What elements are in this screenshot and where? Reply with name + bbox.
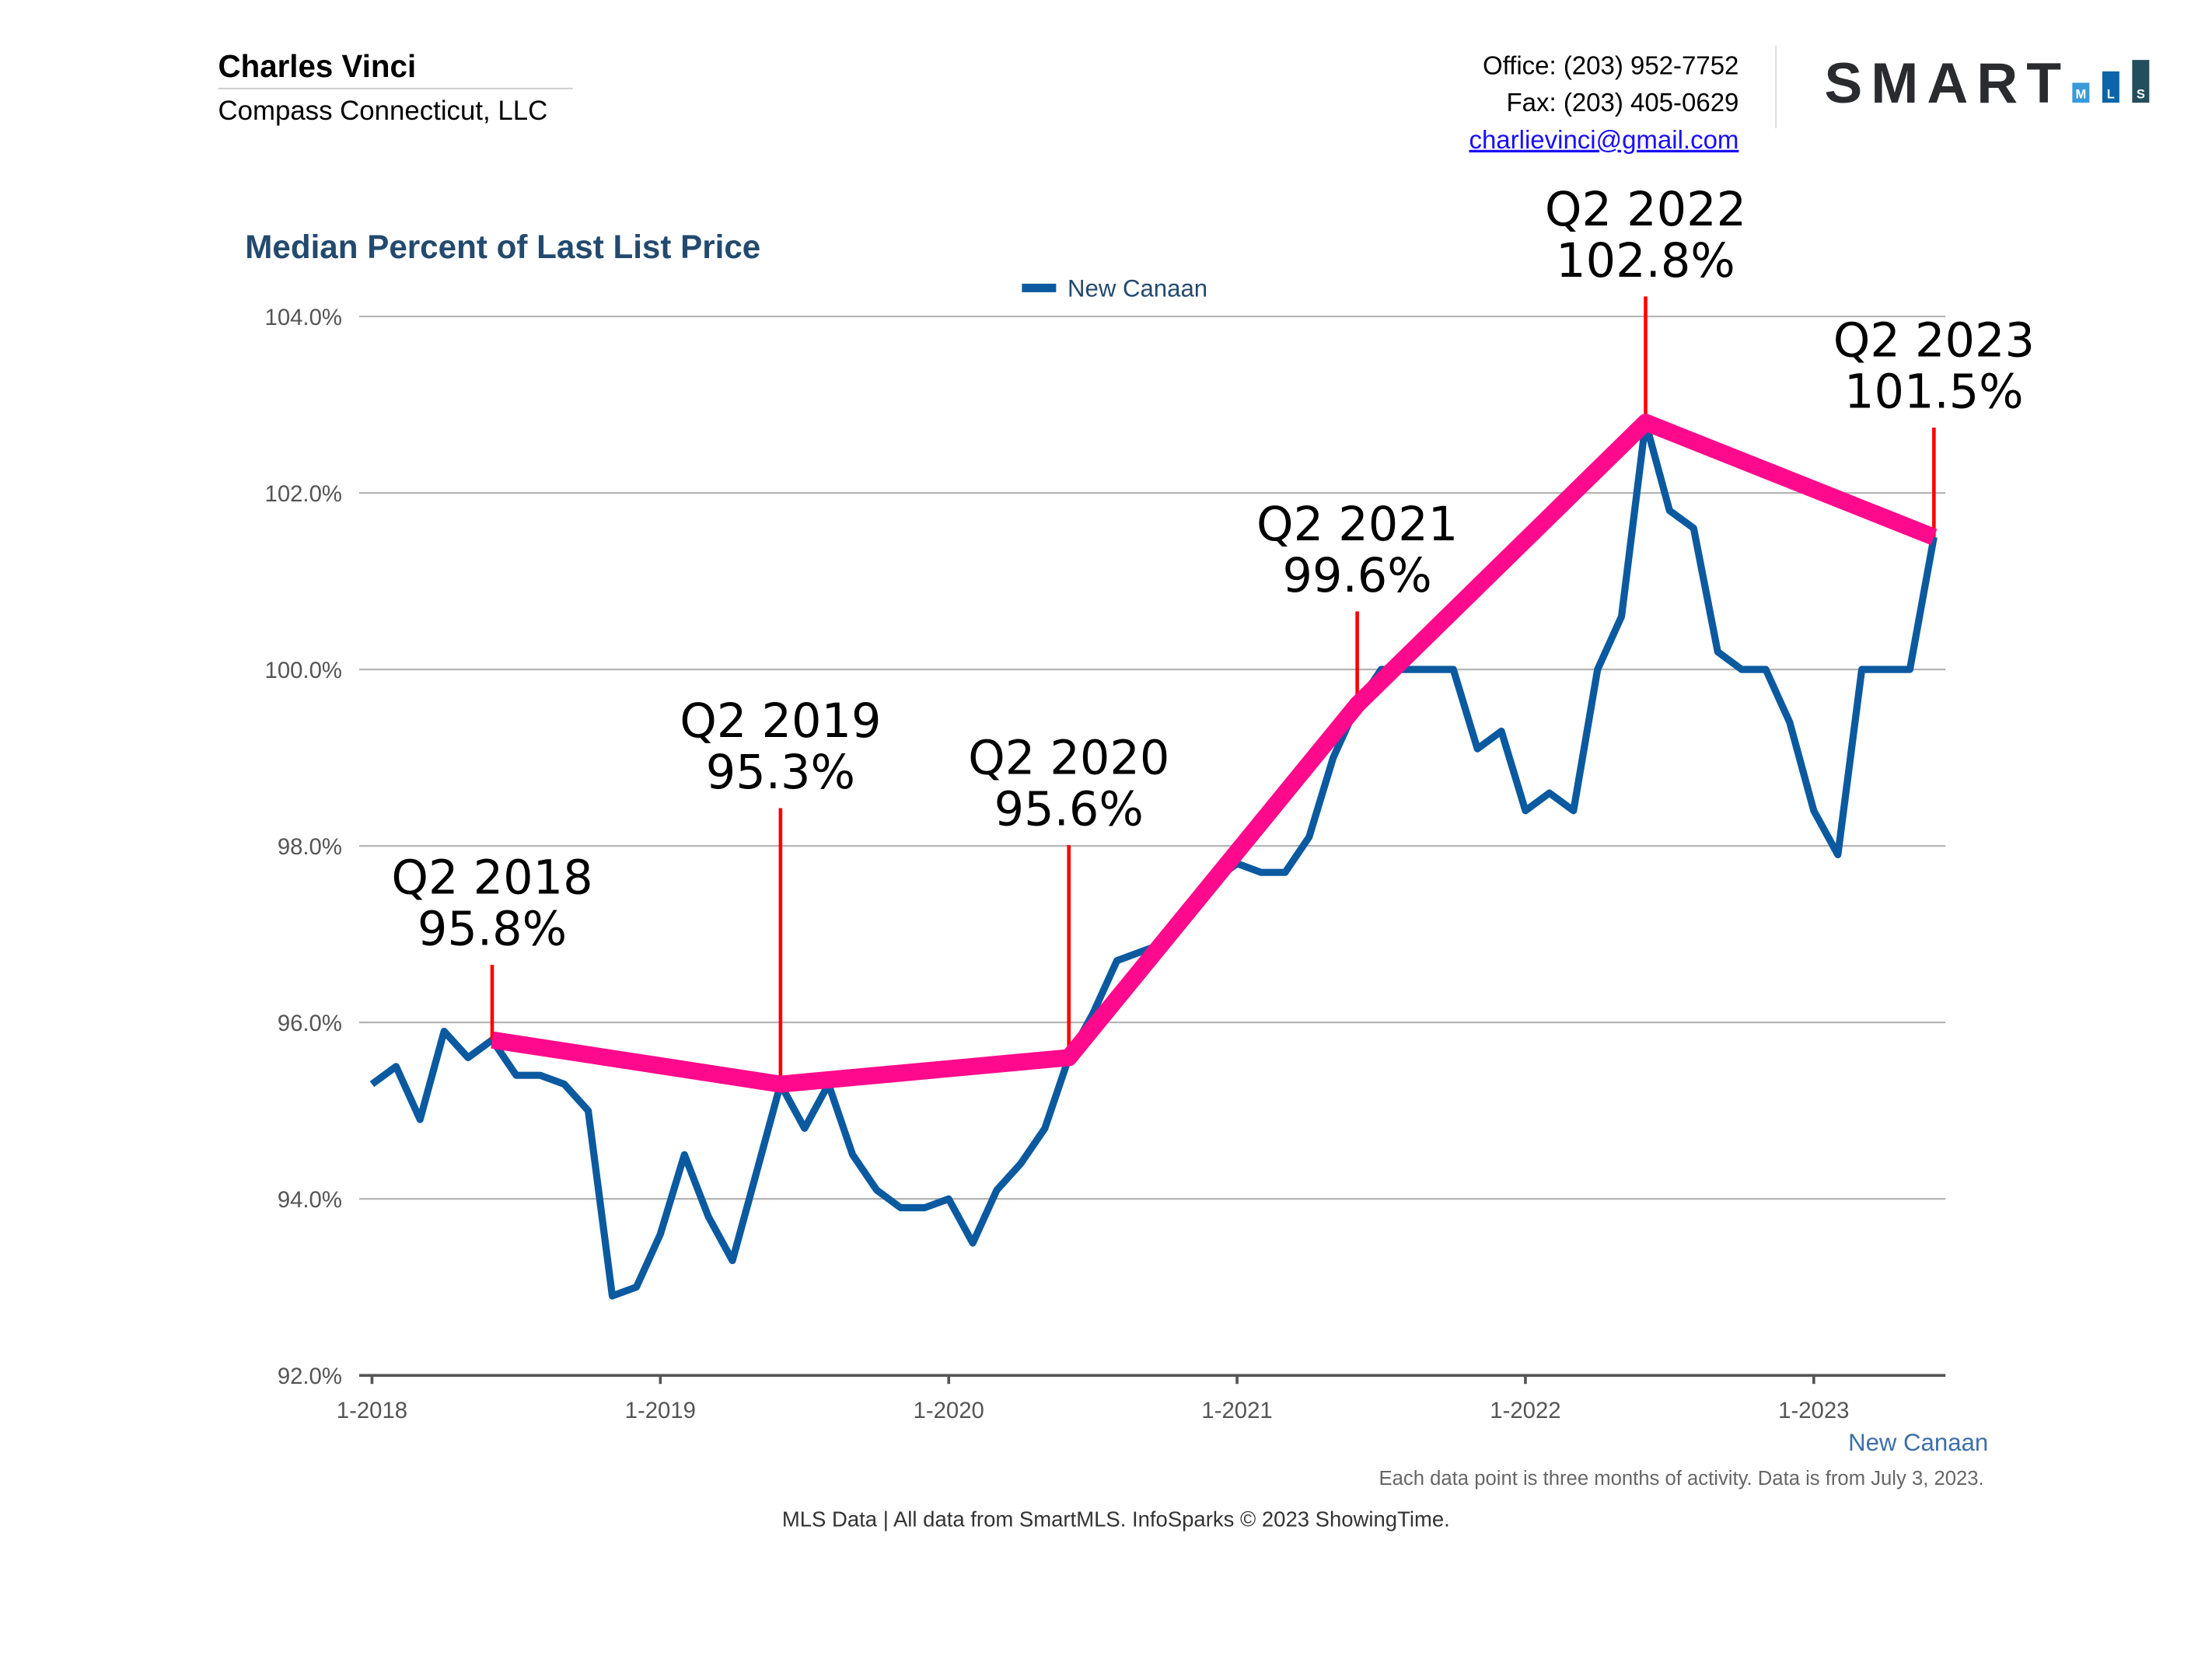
grid	[358, 315, 1946, 1377]
y-tick-label: 100.0%	[265, 658, 342, 683]
y-tick-label: 98.0%	[278, 834, 342, 860]
logo-block	[2102, 71, 2119, 103]
chart-title: Median Percent of Last List Price	[245, 229, 760, 265]
series-new-canaan	[369, 418, 1938, 1300]
x-tick-label: 1-2018	[337, 1398, 407, 1423]
logo-letter: M	[2075, 88, 2086, 102]
x-tick-label: 1-2023	[1778, 1398, 1849, 1423]
office-phone: Office: (203) 952-7752	[1483, 51, 1738, 79]
series-line	[369, 418, 1938, 1300]
email-link[interactable]: charlievinci@gmail.com	[1469, 125, 1738, 154]
annotation-value: 101.5%	[1844, 365, 2024, 419]
annotation-quarter: Q2 2021	[1256, 498, 1458, 552]
y-tick-label: 102.0%	[265, 481, 342, 507]
x-tick-label: 1-2022	[1490, 1398, 1560, 1423]
quarter-trend-line	[491, 414, 1938, 1093]
annotation-quarter: Q2 2018	[391, 850, 592, 905]
y-tick-label: 104.0%	[265, 305, 342, 330]
logo-letter: S	[2137, 88, 2145, 102]
legend-label: New Canaan	[1068, 274, 1207, 302]
annotation-quarter: Q2 2020	[968, 732, 1169, 786]
logo-letter: L	[2107, 88, 2115, 102]
annotation-quarter: Q2 2019	[680, 694, 881, 749]
y-tick-label: 94.0%	[278, 1187, 342, 1213]
annotation-value: 95.3%	[706, 746, 855, 800]
logo-text: SMART	[1824, 51, 2070, 115]
annotation-value: 102.8%	[1556, 234, 1735, 288]
annotation-quarter: Q2 2023	[1833, 313, 2035, 368]
legend: New Canaan	[1022, 274, 1207, 302]
logo-block	[2072, 82, 2090, 103]
logo-block	[2132, 60, 2150, 103]
x-axis-ticks: 1-2018 1-2019 1-2020 1-2021 1-2022 1-2023	[337, 1375, 1849, 1423]
y-tick-label: 96.0%	[278, 1011, 342, 1036]
x-tick-label: 1-2021	[1201, 1398, 1272, 1423]
y-tick-label: 92.0%	[278, 1364, 342, 1389]
legend-swatch	[1022, 283, 1057, 292]
annotation-value: 95.6%	[994, 783, 1144, 837]
x-tick-label: 1-2019	[625, 1398, 696, 1423]
annotation-value: 99.6%	[1283, 549, 1432, 603]
x-tick-label: 1-2020	[914, 1398, 984, 1423]
fax-number: Fax: (203) 405-0629	[1507, 88, 1739, 117]
y-axis-ticks: 92.0% 94.0% 96.0% 98.0% 100.0% 102.0% 104.0%	[265, 305, 342, 1389]
annotation-quarter: Q2 2022	[1545, 183, 1746, 237]
area-label: New Canaan	[1848, 1429, 1988, 1456]
data-note: Each data point is three months of activ…	[1379, 1468, 1984, 1490]
annotation-value: 95.8%	[418, 902, 567, 956]
source-note: MLS Data | All data from SmartMLS. InfoS…	[782, 1507, 1450, 1531]
smartmls-logo: SMART M L S	[1824, 51, 2150, 115]
company-name: Compass Connecticut, LLC	[218, 96, 547, 126]
agent-name: Charles Vinci	[218, 48, 416, 84]
